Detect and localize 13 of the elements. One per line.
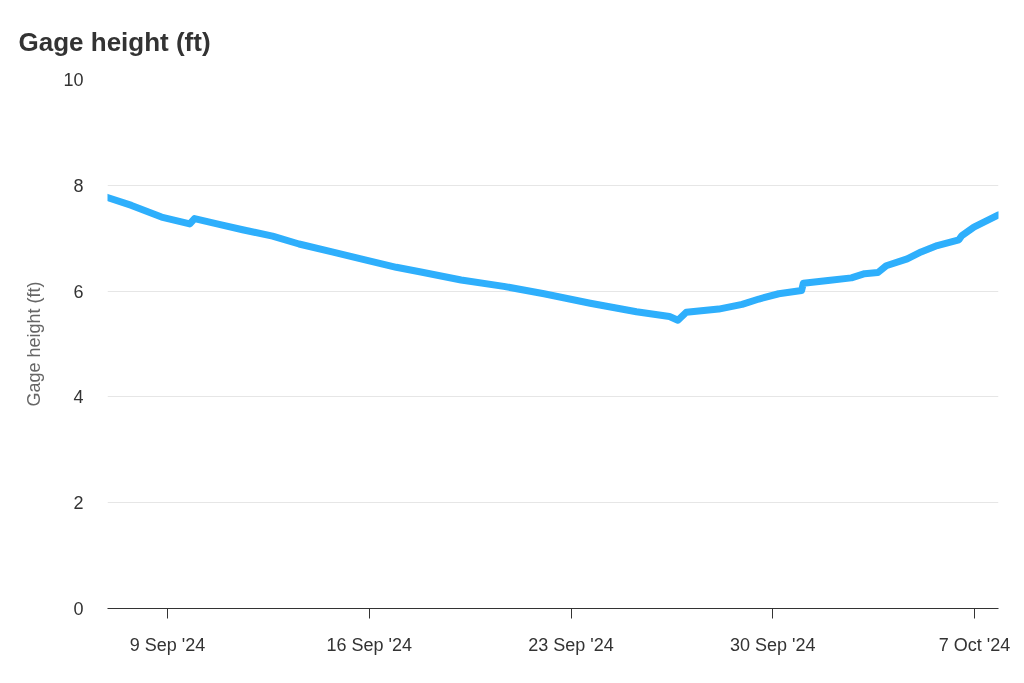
chart-title: Gage height (ft) xyxy=(18,26,211,57)
x-tick-label: 9 Sep '24 xyxy=(129,634,206,655)
y-axis-title: Gage height (ft) xyxy=(24,281,45,407)
x-tick-label: 30 Sep '24 xyxy=(729,634,816,655)
y-tick-label: 4 xyxy=(73,387,84,408)
y-tick-label: 8 xyxy=(73,175,84,196)
x-tick-label: 7 Oct '24 xyxy=(938,634,1011,655)
x-tick-label: 16 Sep '24 xyxy=(326,634,413,655)
y-tick-label: 2 xyxy=(73,493,84,514)
x-tick-label: 23 Sep '24 xyxy=(528,634,614,655)
y-tick-label: 6 xyxy=(73,281,84,302)
y-tick-label: 10 xyxy=(63,70,84,90)
y-tick-label: 0 xyxy=(73,599,84,619)
